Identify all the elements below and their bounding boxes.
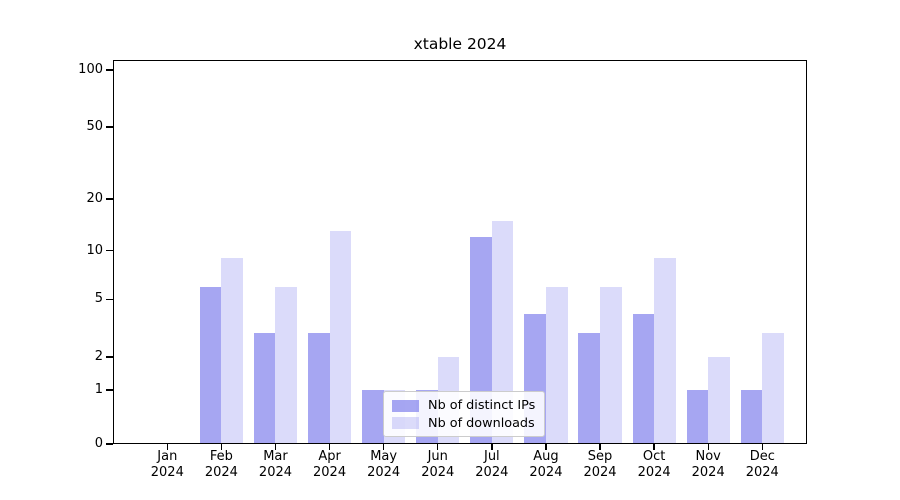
- legend: Nb of distinct IPs Nb of downloads: [383, 391, 545, 437]
- y-axis-tick: [106, 126, 113, 128]
- y-axis-tick-label: 5: [94, 291, 103, 307]
- bar-downloads: [329, 231, 352, 444]
- x-axis-tick-label: Jun 2024: [421, 449, 455, 480]
- bar-distinct-ips: [362, 390, 384, 444]
- plot-area: [113, 60, 807, 444]
- x-axis-tick: [491, 444, 493, 450]
- bar-distinct-ips: [199, 286, 222, 444]
- bar-downloads: [600, 286, 622, 444]
- x-axis-tick-label: Apr 2024: [313, 449, 347, 480]
- x-axis-tick-label: Aug 2024: [529, 449, 563, 480]
- x-axis-tick: [653, 444, 655, 450]
- x-axis-tick: [328, 444, 331, 450]
- x-axis-tick: [707, 444, 709, 450]
- bar-distinct-ips: [686, 390, 709, 444]
- legend-row-distinct-ips: Nb of distinct IPs: [392, 397, 536, 415]
- bar-distinct-ips: [578, 332, 600, 444]
- bar-downloads: [654, 258, 676, 444]
- x-axis-tick: [166, 444, 168, 450]
- x-axis-tick: [545, 444, 547, 450]
- legend-label-distinct-ips: Nb of distinct IPs: [428, 398, 536, 414]
- y-axis-tick-label: 2: [94, 349, 103, 365]
- x-axis-tick: [382, 444, 385, 450]
- y-axis-tick: [106, 389, 113, 391]
- x-axis-tick-label: Oct 2024: [637, 449, 671, 480]
- y-axis-tick-label: 0: [94, 436, 103, 451]
- bar-downloads: [275, 286, 298, 444]
- x-axis-tick: [761, 444, 763, 450]
- bar-distinct-ips: [307, 332, 330, 444]
- x-axis-tick-label: Nov 2024: [691, 449, 725, 480]
- x-axis-tick-label: Dec 2024: [745, 449, 779, 480]
- x-axis-tick: [274, 444, 277, 450]
- chart-title: xtable 2024: [413, 35, 507, 53]
- bar-downloads: [545, 286, 568, 444]
- bar-downloads: [491, 220, 514, 444]
- x-axis-tick-label: Jul 2024: [475, 449, 509, 480]
- legend-swatch-downloads: [392, 417, 419, 430]
- bar-downloads: [762, 332, 784, 444]
- x-axis-tick-label: May 2024: [367, 449, 401, 480]
- y-axis-tick: [106, 69, 113, 71]
- y-axis-tick: [106, 356, 113, 358]
- y-axis-tick: [106, 443, 113, 445]
- y-axis-tick: [106, 198, 113, 200]
- y-axis-tick-label: 1: [94, 382, 103, 397]
- x-axis-tick: [599, 444, 601, 450]
- x-axis-tick-label: Feb 2024: [204, 449, 238, 480]
- y-axis-tick: [106, 250, 113, 252]
- y-axis-tick: [106, 298, 113, 301]
- bar-distinct-ips: [740, 390, 763, 444]
- bar-distinct-ips: [253, 332, 276, 444]
- x-axis-tick-label: Mar 2024: [258, 449, 293, 480]
- x-axis-tick-label: Sep 2024: [583, 449, 617, 480]
- bar-downloads: [708, 357, 730, 444]
- y-axis-tick-label: 10: [86, 242, 103, 258]
- y-axis-tick-label: 50: [86, 118, 103, 134]
- y-axis-tick-label: 100: [78, 62, 103, 77]
- y-axis-tick-label: 20: [86, 190, 103, 206]
- legend-row-downloads: Nb of downloads: [392, 415, 536, 433]
- legend-label-downloads: Nb of downloads: [428, 415, 535, 431]
- legend-swatch-distinct-ips: [392, 399, 419, 412]
- x-axis-tick-label: Jan 2024: [150, 449, 184, 480]
- bar-distinct-ips: [632, 314, 655, 444]
- x-axis-tick: [437, 444, 439, 450]
- x-axis-tick: [220, 444, 223, 450]
- bar-downloads: [221, 258, 243, 444]
